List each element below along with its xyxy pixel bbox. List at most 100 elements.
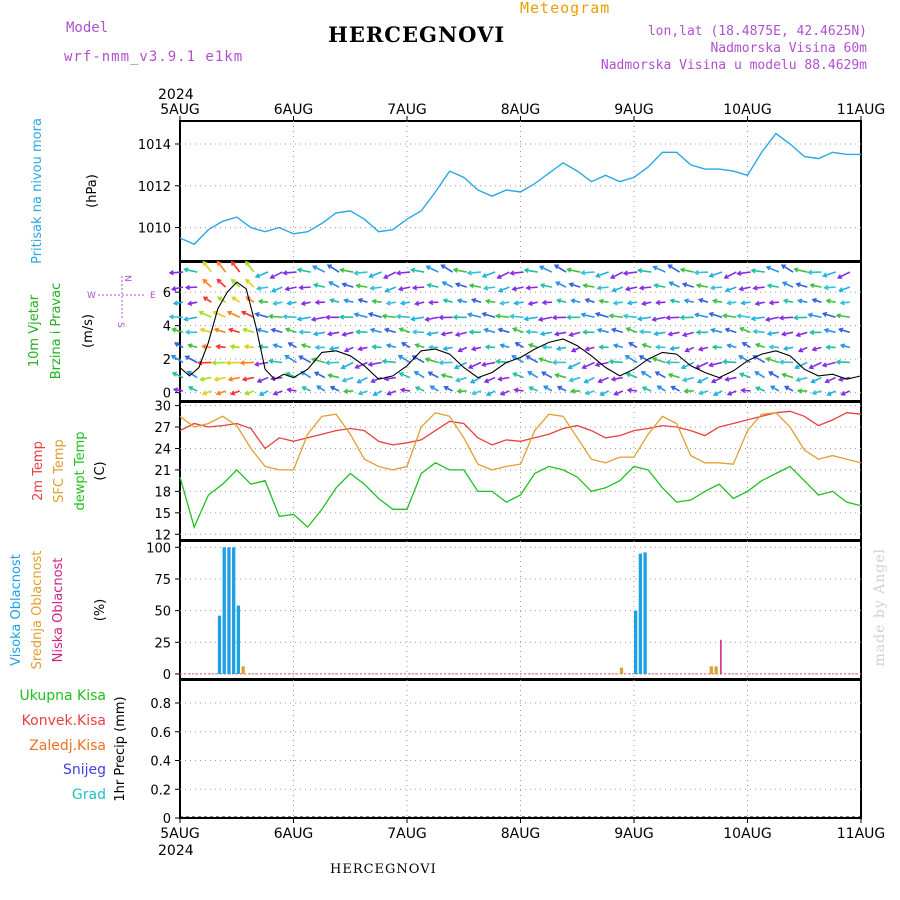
wind-arrow [753,330,765,334]
wind-arrowhead [527,343,534,349]
wind-arrow [216,279,227,288]
wind-arrow [656,301,666,304]
wind-arrow [753,286,765,290]
wind-arrowhead [823,327,829,334]
wind-arrow [486,300,496,303]
wind-arrow [836,314,850,319]
wind-arrowhead [425,265,431,271]
wind-arrowhead [541,299,547,306]
wind-arrow [257,376,269,383]
y-tick-label: 1012 [138,180,171,195]
wind-arrowhead [256,378,263,383]
wind-arrowhead [256,327,262,333]
wind-arrow [568,361,581,369]
wind-arrow [682,376,694,382]
wind-arrows [168,260,851,396]
wind-arrow [567,268,581,273]
wind-arrow [569,283,581,288]
y-tick-label: 1014 [138,138,171,153]
wind-arrow [542,301,552,304]
wind-arrowhead [835,313,841,319]
wind-arrow [515,342,524,349]
wind-arrow [767,284,780,288]
wind-arrowhead [327,373,333,379]
wind-arrowhead [839,343,846,349]
wind-arrowhead [750,268,756,274]
wind-arrow [581,313,595,319]
wind-arrowhead [582,329,588,335]
wind-arrow [709,361,723,367]
wind-arrowhead [244,278,250,284]
cloud-bar [714,666,718,674]
wind-arrow [228,376,240,381]
wind-arrowhead [202,278,208,284]
wind-arrowhead [525,329,531,335]
wind-arrow [598,376,609,383]
x-tick-label-top: 10AUG [723,102,772,118]
wind-arrow [666,316,680,319]
wind-arrow [371,376,382,383]
precip-unit-label: 1hr Precip (mm) [113,696,128,801]
wind-arrow [288,342,297,349]
wind-arrow [711,328,723,334]
wind-arrow [538,316,553,321]
wind-arrowhead [584,297,590,304]
wind-arrow [468,361,482,369]
wind-arrow [314,371,326,379]
wind-arrow [796,283,808,288]
wind-arrowhead [499,390,506,396]
wind-arrowhead [202,296,208,302]
wind-arrowhead [567,364,573,370]
wind-arrowhead [212,310,218,316]
wind-arrowhead [484,298,491,305]
wind-arrowhead [296,316,302,322]
y-tick-label: 0 [163,812,171,827]
wind-arrow [810,284,822,288]
wind-arrowhead [837,327,844,333]
wind-arrowhead [353,270,359,276]
wind-arrow [812,390,822,395]
x-tick-label-top: 7AUG [387,102,427,118]
wind-arrowhead [314,344,320,351]
wind-arrowhead [397,355,403,360]
wind-arrow [696,284,709,288]
wind-arrow [595,361,609,367]
wind-arrow [342,331,354,336]
wind-arrowhead [710,378,717,384]
wind-arrow [723,360,737,364]
wind-speed-line [179,281,862,380]
wind-arrowhead [551,359,557,366]
cloud-mid-label: Srednja Oblacnost [30,551,45,670]
wind-arrow [200,376,212,381]
wind-arrowhead [710,327,716,334]
wind-arrow [243,328,255,334]
wind-arrowhead [622,270,628,276]
wind-arrow [811,376,822,384]
wind-arrowhead [583,378,589,384]
wind-arrowhead [823,284,829,291]
wind-arrow [682,331,694,337]
wind-arrowhead [398,372,404,377]
wind-arrowhead [440,264,446,270]
wind-arrowhead [326,264,332,270]
wind-arrow [241,311,255,318]
wind-arrowhead [372,391,378,396]
wind-arrowhead [653,283,659,289]
wind-arrow [812,346,822,351]
wind-arrowhead [711,298,718,304]
wind-arrowhead [384,287,390,293]
wind-arrow [825,376,836,383]
wind-arrow [639,355,652,364]
wind-arrowhead [527,300,533,306]
pressure-unit-label: (hPa) [85,174,100,208]
wind-arrow [255,271,269,278]
wind-arrowhead [199,376,205,382]
cloud-bar [709,666,713,674]
wind-arrowhead [184,329,190,335]
wind-arrow [725,286,737,292]
model-label: Model [66,20,109,36]
wind-arrowhead [726,343,732,349]
model-name: wrf-nmm_v3.9.1 e1km [64,49,244,65]
wind-arrow [613,301,623,305]
cloud-bar [634,610,638,674]
